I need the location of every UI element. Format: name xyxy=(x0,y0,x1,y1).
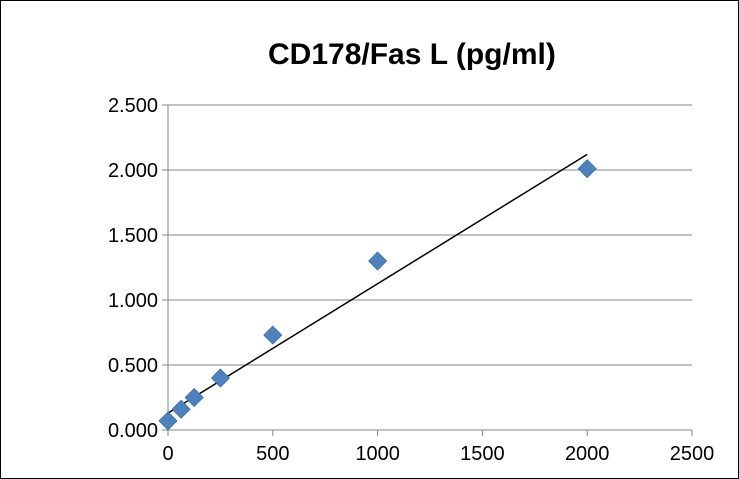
data-point xyxy=(577,159,597,179)
x-tick-label: 500 xyxy=(256,443,289,465)
y-tick-label: 0.000 xyxy=(108,420,158,442)
data-point xyxy=(184,387,204,408)
y-tick-label: 1.500 xyxy=(108,225,158,247)
y-tick-label: 2.500 xyxy=(108,95,158,117)
y-tick-label: 0.500 xyxy=(108,355,158,377)
data-point xyxy=(368,251,388,271)
x-tick-label: 2500 xyxy=(670,443,715,465)
data-point xyxy=(263,325,283,345)
data-point xyxy=(171,399,191,419)
data-point xyxy=(210,368,230,388)
data-point xyxy=(158,411,178,431)
trendline xyxy=(167,153,588,414)
x-tick-label: 2000 xyxy=(565,443,610,465)
x-tick-label: 1500 xyxy=(460,443,505,465)
x-tick-label: 1000 xyxy=(355,443,400,465)
y-tick-label: 2.000 xyxy=(108,160,158,182)
x-tick-label: 0 xyxy=(162,443,173,465)
chart-title: CD178/Fas L (pg/ml) xyxy=(268,38,556,71)
y-tick-label: 1.000 xyxy=(108,290,158,312)
